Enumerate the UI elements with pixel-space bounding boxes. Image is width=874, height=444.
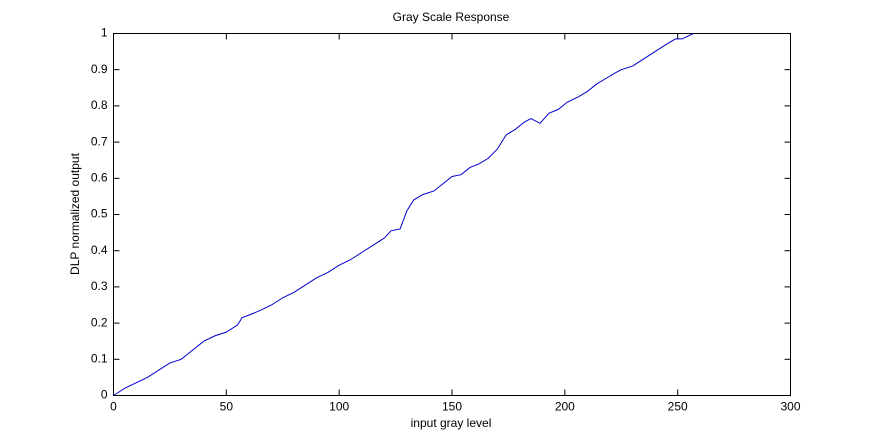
x-axis-label: input gray level: [411, 416, 492, 430]
x-tick-label: 150: [442, 400, 462, 414]
x-tick-label: 200: [555, 400, 575, 414]
y-tick-label: 0.7: [91, 134, 108, 148]
data-line: [113, 33, 694, 396]
y-tick-label: 0.9: [91, 62, 108, 76]
chart-title: Gray Scale Response: [393, 10, 510, 24]
x-tick-label: 100: [329, 400, 349, 414]
y-axis-label: DLP normalized output: [68, 152, 82, 275]
y-tick-label: 0.4: [91, 243, 108, 257]
x-tick-label: 300: [780, 400, 800, 414]
y-tick-label: 0: [101, 388, 108, 402]
y-tick-label: 0.8: [91, 98, 108, 112]
y-tick-label: 1: [101, 26, 108, 40]
y-tick-label: 0.5: [91, 207, 108, 221]
x-tick-label: 50: [220, 400, 234, 414]
y-tick-label: 0.2: [91, 315, 108, 329]
y-tick-label: 0.6: [91, 170, 108, 184]
x-tick-label: 250: [668, 400, 688, 414]
y-tick-label: 0.3: [91, 279, 108, 293]
plot-frame: [113, 33, 791, 396]
x-tick-label: 0: [110, 400, 117, 414]
y-tick-label: 0.1: [91, 351, 108, 365]
